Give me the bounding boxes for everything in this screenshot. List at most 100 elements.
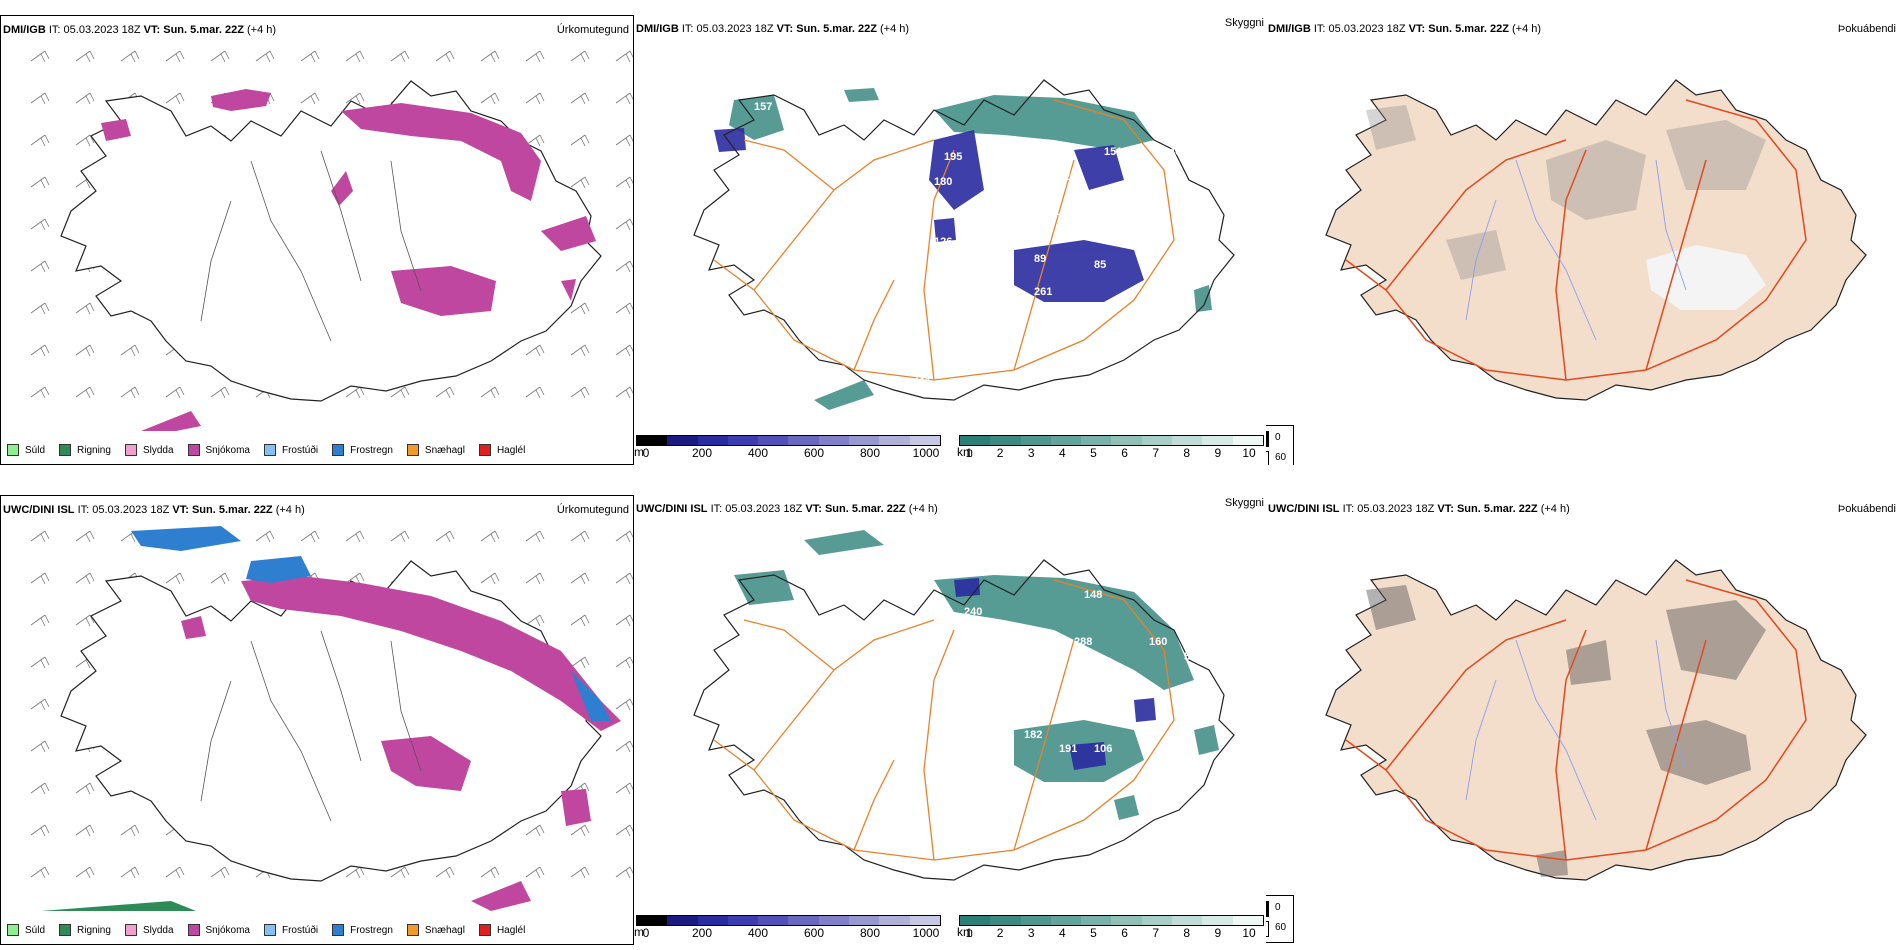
fog-legend-label: 0 bbox=[1275, 432, 1281, 443]
wind-barb bbox=[30, 344, 50, 357]
colorbar-swatch bbox=[758, 436, 789, 445]
wind-barb bbox=[75, 386, 95, 399]
colorbar-swatch bbox=[849, 916, 880, 925]
wind-barb bbox=[120, 866, 140, 879]
colorbar-swatch bbox=[849, 436, 880, 445]
wind-barb bbox=[75, 50, 95, 63]
colorbar-ticks: 0 200 400 600 800 1000 bbox=[636, 446, 941, 460]
legend-item-freezing-drizzle: Frostúði bbox=[263, 444, 318, 456]
wind-barb bbox=[210, 386, 230, 399]
wind-barb bbox=[30, 218, 50, 231]
wind-barb bbox=[525, 572, 545, 585]
wind-barb bbox=[525, 824, 545, 837]
wind-barb bbox=[615, 824, 633, 837]
wind-barb bbox=[210, 866, 230, 879]
legend-swatch bbox=[332, 444, 345, 456]
colorbar-swatch bbox=[637, 436, 668, 445]
colorbar-tick: 4 bbox=[1058, 446, 1066, 460]
wind-barb bbox=[30, 176, 50, 189]
colorbar-swatch bbox=[909, 916, 940, 925]
wind-barb bbox=[75, 866, 95, 879]
wind-barb bbox=[210, 572, 230, 585]
cloud-base-value: 85 bbox=[1094, 259, 1106, 271]
wind-barb bbox=[300, 530, 320, 543]
wind-barb bbox=[615, 656, 633, 669]
panel-field-label: Skyggni bbox=[1224, 497, 1264, 509]
colorbar-tick: 3 bbox=[1027, 926, 1035, 940]
fog-legend-swatch-low bbox=[1266, 921, 1269, 937]
fog-map bbox=[1325, 79, 1867, 401]
panel-field-label: Úrkomutegund bbox=[556, 24, 629, 36]
legend-item-snow-pellets: Snæhagl bbox=[406, 924, 465, 936]
cloud-base-value: 334 bbox=[1064, 226, 1083, 238]
colorbar-unit: m bbox=[634, 445, 644, 459]
colorbar-swatch bbox=[637, 916, 668, 925]
wind-barb bbox=[30, 50, 50, 63]
colorbar-tick: 0 bbox=[642, 446, 650, 460]
cloud-base-value: 322 bbox=[969, 626, 987, 638]
cloud-base-value: 175 bbox=[1119, 99, 1137, 111]
wind-barb bbox=[525, 92, 545, 105]
wind-barb bbox=[30, 302, 50, 315]
colorbar-swatch bbox=[1172, 916, 1203, 925]
colorbar-ticks: 1 2 3 4 5 6 7 8 9 10 bbox=[959, 446, 1264, 460]
wind-barb bbox=[390, 530, 410, 543]
visibility-areas bbox=[729, 88, 1212, 410]
panel-title: UWC/DINI ISL IT: 05.03.2023 18Z VT: Sun.… bbox=[636, 503, 938, 515]
panel-title: DMI/IGB IT: 05.03.2023 18Z VT: Sun. 5.ma… bbox=[1268, 23, 1542, 35]
legend-item-drizzle: Súld bbox=[7, 924, 45, 936]
iceland-coastline bbox=[693, 79, 1235, 401]
cloud-base-value: 182 bbox=[1024, 729, 1042, 741]
fog-legend-swatch-high bbox=[1266, 901, 1269, 917]
cloud-visibility-panel-bottom: UWC/DINI ISL IT: 05.03.2023 18Z VT: Sun.… bbox=[634, 495, 1266, 945]
legend-swatch bbox=[332, 924, 345, 936]
wind-barb bbox=[615, 530, 633, 543]
colorbar-tick: 200 bbox=[691, 926, 713, 940]
visibility-areas bbox=[734, 530, 1219, 820]
legend-item-sleet: Slydda bbox=[124, 444, 174, 456]
colorbar-tick: 2 bbox=[996, 926, 1004, 940]
wind-barb bbox=[525, 386, 545, 399]
colorbar-tick: 6 bbox=[1121, 446, 1128, 460]
rivers bbox=[200, 150, 422, 342]
legend-swatch bbox=[187, 444, 200, 456]
freezing-rain-areas bbox=[131, 526, 611, 721]
colorbar-swatch bbox=[1141, 436, 1173, 445]
colorbar-tick: 800 bbox=[859, 926, 881, 940]
fog-panel-bottom: UWC/DINI ISL IT: 05.03.2023 18Z VT: Sun.… bbox=[1266, 495, 1900, 945]
colorbar-tick: 7 bbox=[1152, 446, 1159, 460]
colorbar-swatch bbox=[1081, 916, 1112, 925]
wind-barb bbox=[570, 302, 590, 315]
wind-barb bbox=[30, 740, 50, 753]
colorbar-swatch bbox=[667, 916, 698, 925]
legend-swatch bbox=[263, 924, 276, 936]
wind-barb bbox=[345, 572, 365, 585]
cloud-base-value: 620 bbox=[1094, 656, 1112, 668]
wind-barb bbox=[30, 824, 50, 837]
colorbar-tick: 1000 bbox=[912, 926, 940, 940]
wind-barb bbox=[615, 782, 633, 795]
colorbar-tick: 600 bbox=[803, 446, 825, 460]
colorbar-swatch bbox=[1202, 436, 1233, 445]
fog-legend-label: 60 bbox=[1275, 452, 1287, 463]
colorbar-swatch bbox=[909, 436, 940, 445]
iceland-coastline bbox=[693, 559, 1235, 881]
precip-type-panel-bottom: UWC/DINI ISL IT: 05.03.2023 18Z VT: Sun.… bbox=[0, 495, 634, 945]
wind-barb bbox=[75, 92, 95, 105]
legend-item-hail: Haglél bbox=[478, 924, 525, 936]
wind-barb bbox=[570, 614, 590, 627]
colorbar-tick: 8 bbox=[1183, 926, 1191, 940]
fog-legend-label: 60 bbox=[1275, 922, 1287, 933]
wind-barb bbox=[165, 386, 185, 399]
wind-barb bbox=[75, 782, 95, 795]
wind-barb bbox=[525, 344, 545, 357]
cloud-base-value: 342 bbox=[944, 696, 962, 708]
colorbar-swatch bbox=[758, 916, 789, 925]
colorbar-scale bbox=[636, 915, 941, 926]
colorbar-swatch bbox=[727, 916, 759, 925]
colorbar-swatch bbox=[1232, 436, 1263, 445]
colorbar-tick: 0 bbox=[642, 926, 650, 940]
colorbar-swatch bbox=[697, 916, 728, 925]
panel-title: UWC/DINI ISL IT: 05.03.2023 18Z VT: Sun.… bbox=[1268, 503, 1570, 515]
visibility-colorbar: 1 2 3 4 5 6 7 8 9 10 km bbox=[957, 915, 1264, 940]
